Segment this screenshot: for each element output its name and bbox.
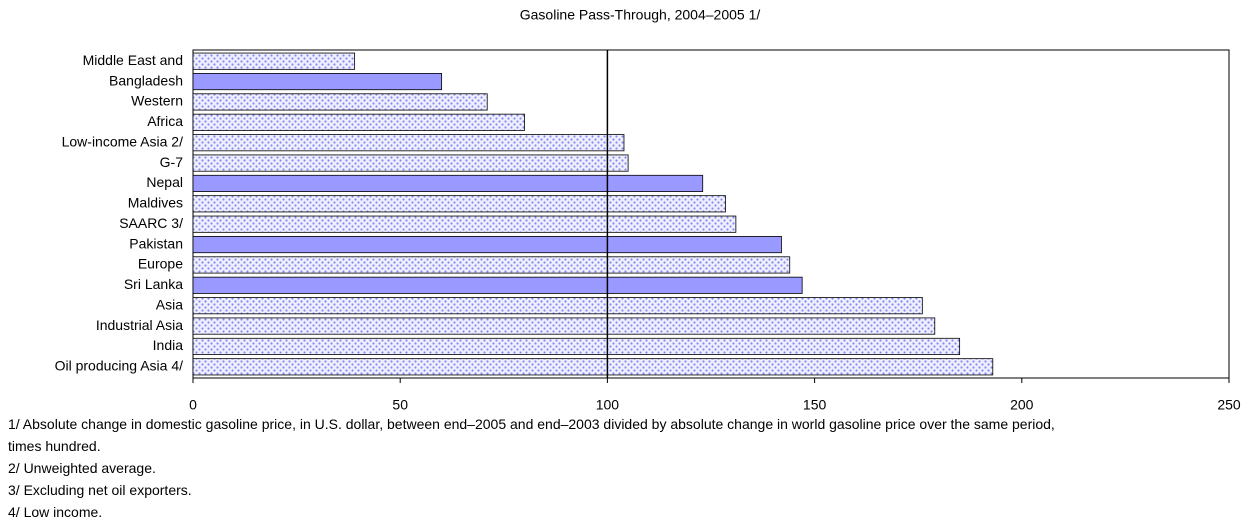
bar [192,195,726,213]
y-tick-label: Europe [138,256,183,272]
y-tick-label: Maldives [128,195,183,211]
footnote: 2/ Unweighted average. [8,460,156,476]
bar [192,297,923,315]
bar [192,134,625,152]
x-tick-label: 250 [1217,397,1241,410]
y-tick-label: Africa [147,113,183,129]
y-tick-label: Nepal [146,174,183,190]
y-tick-label: Western [131,93,183,109]
y-tick-label: SAARC 3/ [119,215,183,231]
y-tick-label: Pakistan [129,235,183,251]
bar [192,215,737,233]
bar [192,174,704,192]
chart: Gasoline Pass-Through, 2004–2005 1/ 0 50 1… [55,7,1241,413]
bar [192,337,961,355]
x-tick-label: 50 [392,397,408,410]
x-tick-label: 0 [189,397,197,410]
y-tick-label: Sri Lanka [124,276,183,292]
bar [192,236,782,254]
y-tick-label: Oil producing Asia 4/ [55,358,184,374]
y-tick-label: Bangladesh [109,72,183,88]
footnote: 4/ Low income. [8,504,103,520]
bar [192,358,994,376]
notes: 1/ Absolute change in domestic gasoline … [8,413,1068,523]
bar [192,317,936,335]
bar [192,93,488,111]
footnote: 3/ Excluding net oil exporters. [8,482,192,498]
bar [192,113,525,131]
bar [192,154,629,172]
y-tick-label: India [153,337,184,353]
x-tick-label: 150 [803,397,827,410]
y-tick-label: Middle East and [83,52,183,68]
bar [192,73,443,91]
y-tick-label: Industrial Asia [96,317,183,333]
y-tick-label: Asia [156,296,183,312]
bar [192,276,803,294]
y-tick-label: Low-income Asia 2/ [62,133,184,149]
bar [192,256,791,274]
footnote: 1/ Absolute change in domestic gasoline … [8,416,1055,454]
plot-frame [192,49,1230,379]
x-tick-label: 100 [596,397,620,410]
x-tick-label: 200 [1010,397,1034,410]
chart-title: Gasoline Pass-Through, 2004–2005 1/ [520,7,761,23]
bar [192,52,356,70]
y-tick-label: G-7 [160,154,184,170]
